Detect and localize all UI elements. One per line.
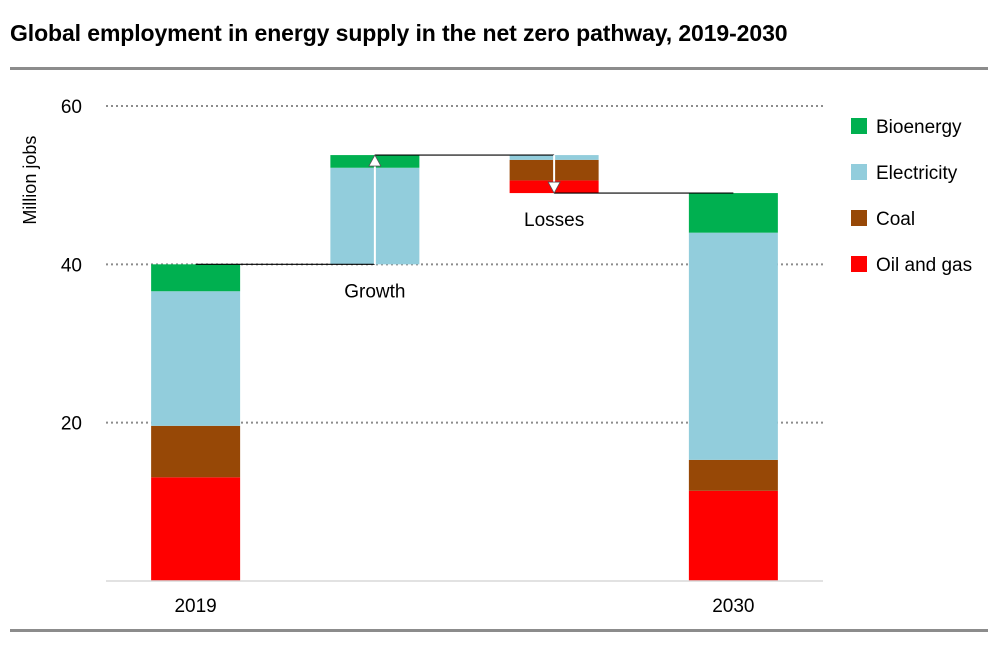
legend-swatch-bioenergy [851, 118, 867, 134]
bar-col3-coal [688, 459, 778, 491]
legend-item-bioenergy: Bioenergy [851, 117, 962, 138]
bar-col3-oil-and-gas [688, 490, 778, 581]
bar-col0-coal [151, 425, 241, 478]
y-tick-labels: 20 40 60 [61, 97, 82, 435]
legend-label-electricity: Electricity [876, 163, 958, 184]
y-tick-20: 20 [61, 414, 82, 435]
connector-lines [195, 154, 734, 265]
annotations: Growth Losses [344, 210, 584, 302]
top-rule [10, 67, 988, 70]
bars [151, 155, 778, 581]
legend-item-electricity: Electricity [851, 163, 958, 184]
legend-label-oil-and-gas: Oil and gas [876, 255, 972, 276]
legend-item-oil-and-gas: Oil and gas [851, 255, 972, 276]
x-label-2030: 2030 [712, 596, 754, 617]
chart-title: Global employment in energy supply in th… [10, 20, 788, 46]
legend-label-coal: Coal [876, 209, 915, 230]
change-arrows [368, 154, 561, 265]
bar-col0-oil-and-gas [151, 477, 241, 581]
annotation-growth: Growth [344, 281, 405, 302]
legend-item-coal: Coal [851, 209, 915, 230]
bottom-rule [10, 629, 988, 632]
y-axis-label: Million jobs [20, 136, 40, 225]
legend-label-bioenergy: Bioenergy [876, 117, 962, 138]
annotation-losses: Losses [524, 210, 584, 231]
bar-col0-electricity [151, 291, 241, 426]
x-tick-labels: 2019 2030 [174, 596, 754, 617]
legend-swatch-electricity [851, 164, 867, 180]
arrow-down-1 [547, 155, 561, 194]
y-tick-60: 60 [61, 97, 82, 118]
bar-col3-electricity [688, 232, 778, 460]
x-label-2019: 2019 [174, 596, 216, 617]
legend-swatch-oil-and-gas [851, 256, 867, 272]
bar-col3-bioenergy [688, 193, 778, 233]
arrow-up-0 [368, 154, 382, 265]
legend: Bioenergy Electricity Coal Oil and gas [851, 117, 972, 276]
legend-swatch-coal [851, 210, 867, 226]
bar-col0-bioenergy [151, 264, 241, 292]
y-tick-40: 40 [61, 255, 82, 276]
